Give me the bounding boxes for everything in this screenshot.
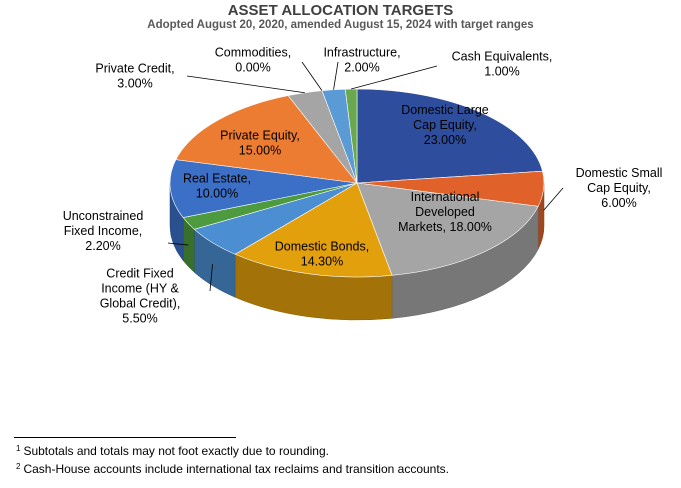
label-line: 0.00% (235, 61, 270, 75)
label-line: Cap Equity, (587, 181, 651, 195)
label-line: Cash Equivalents, (452, 50, 553, 64)
footnote-2-mark: 2 (16, 462, 21, 471)
leader-line-unconstrained-fixed-income (167, 242, 189, 246)
label-line: 14.30% (301, 255, 343, 269)
leader-line-credit-fixed-income-hy-global-credit (209, 264, 213, 292)
label-line: 3.00% (117, 77, 152, 91)
leader-line-infrastructure (333, 61, 339, 90)
label-line: International (411, 190, 480, 204)
label-unconstrained-fixed-income: Unconstrained Fixed Income, 2.20% (63, 209, 144, 253)
label-line: Private Equity, (220, 129, 300, 143)
label-domestic-bonds: Domestic Bonds, 14.30% (275, 240, 369, 269)
slice-domestic-bonds (234, 182, 393, 278)
slice-labels: Domestic Large Cap Equity, 23.00%Domestic … (63, 46, 663, 326)
label-line: Cap Equity, (413, 118, 477, 132)
slice-real-estate (169, 159, 358, 218)
pie-chart: Domestic Large Cap Equity, 23.00%Domestic … (63, 46, 663, 326)
label-line: Income (HY & (101, 282, 179, 296)
footnote-rule (14, 437, 236, 438)
leader-lines (167, 61, 564, 292)
label-line: Infrastructure, (323, 46, 400, 60)
footnote-1-text: Subtotals and totals may not foot exactl… (23, 444, 329, 458)
label-line: Unconstrained (63, 209, 144, 223)
label-domestic-large-cap-equity: Domestic Large Cap Equity, 23.00% (401, 103, 489, 147)
slice-international-developed-markets (356, 182, 539, 276)
chart-title: ASSET ALLOCATION TARGETS (227, 2, 454, 19)
label-commodities: Commodities, 0.00% (215, 46, 291, 75)
label-line: 2.00% (344, 61, 379, 75)
label-domestic-small-cap-equity: Domestic Small Cap Equity, 6.00% (576, 166, 663, 210)
pie-slices (169, 88, 545, 278)
label-line: 1.00% (484, 65, 519, 79)
label-line: Developed (415, 205, 475, 219)
footnote-1-mark: 1 (16, 444, 21, 453)
label-line: 2.20% (85, 239, 120, 253)
label-line: 15.00% (239, 144, 281, 158)
leader-line-private-credit (186, 75, 305, 94)
label-line: Fixed Income, (64, 224, 143, 238)
label-private-equity: Private Equity, 15.00% (220, 129, 300, 158)
label-line: Global Credit), (100, 297, 181, 311)
label-line: 10.00% (196, 187, 238, 201)
label-line: Credit Fixed (106, 267, 173, 281)
leader-line-commodities (301, 61, 323, 91)
slice-cash-equivalents (344, 88, 358, 184)
label-credit-fixed-income-hy-global-credit: Credit Fixed Income (HY & Global Credit), 5… (100, 267, 181, 326)
slice-private-equity (175, 95, 358, 184)
chart-subtitle: Adopted August 20, 2020, amended August … (147, 19, 534, 31)
label-line: Real Estate, (183, 172, 251, 186)
footnote-2: 2 Cash-House accounts include internation… (16, 462, 449, 476)
label-line: 23.00% (424, 133, 466, 147)
leader-line-domestic-small-cap-equity (543, 187, 564, 211)
label-line: Markets, 18.00% (398, 220, 492, 234)
label-international-developed-markets: International Developed Markets, 18.00% (398, 190, 492, 234)
label-line: Domestic Bonds, (275, 240, 369, 254)
label-line: Domestic Large (401, 103, 489, 117)
label-line: Domestic Small (576, 166, 663, 180)
label-line: 6.00% (601, 196, 636, 210)
label-private-credit: Private Credit, 3.00% (95, 62, 174, 91)
leader-line-cash-equivalents (351, 65, 438, 90)
label-line: 5.50% (122, 312, 157, 326)
label-infrastructure: Infrastructure, 2.00% (323, 46, 400, 75)
label-line: Private Credit, (95, 62, 174, 76)
label-cash-equivalents: Cash Equivalents, 1.00% (452, 50, 553, 79)
label-real-estate: Real Estate, 10.00% (183, 172, 251, 201)
slice-domestic-large-cap-equity (356, 88, 543, 184)
footnote-1: 1 Subtotals and totals may not foot exact… (16, 444, 329, 458)
footnote-2-text: Cash-House accounts include internationa… (23, 462, 450, 476)
label-line: Commodities, (215, 46, 291, 60)
